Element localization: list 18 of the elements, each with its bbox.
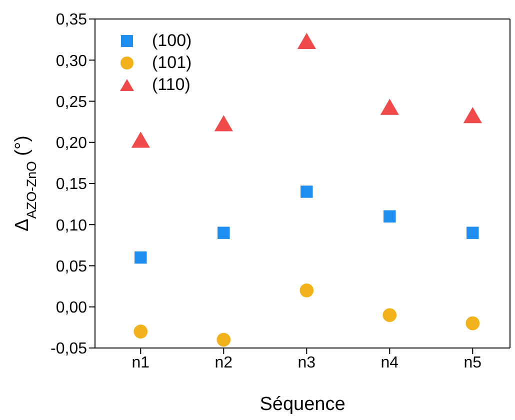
y-tick-label: 0,15 (56, 176, 88, 194)
x-tick-label: n4 (380, 354, 399, 372)
x-axis-title: Séquence (260, 394, 346, 415)
y-tick-label: 0,25 (56, 94, 88, 111)
y-tick-label: 0,30 (56, 52, 88, 70)
y-tick-label: 0,35 (56, 12, 88, 29)
legend-label: (110) (152, 75, 190, 95)
y-tick-label: 0,00 (56, 300, 88, 317)
legend-label: (101) (152, 53, 192, 73)
x-tick-label: n1 (132, 354, 150, 372)
x-tick-label: n5 (464, 354, 482, 372)
x-tick-label: n2 (214, 354, 233, 372)
y-tick-label: 0,10 (56, 217, 88, 234)
y-tick-label: -0,05 (50, 340, 88, 358)
legend-label: (100) (152, 31, 192, 51)
y-tick-label: 0,20 (56, 135, 88, 152)
y-tick-label: 0,05 (56, 258, 88, 276)
x-tick-label: n3 (298, 354, 316, 372)
